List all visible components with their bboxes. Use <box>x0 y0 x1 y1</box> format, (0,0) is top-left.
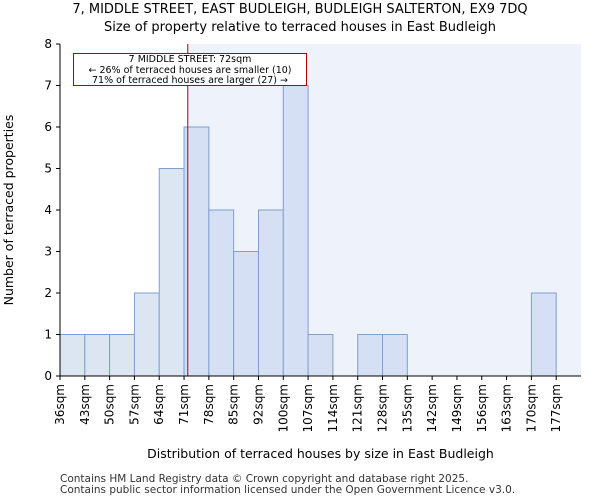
x-tick-label: 170sqm <box>524 384 538 432</box>
bar-64sqm <box>158 168 185 377</box>
y-tick-label: 7 <box>44 79 52 93</box>
footer-copyright: Contains HM Land Registry data © Crown c… <box>60 473 469 485</box>
x-tick-label: 100sqm <box>276 384 290 432</box>
bar-57sqm <box>133 292 160 377</box>
y-tick-label: 1 <box>44 328 52 342</box>
x-tick-label: 50sqm <box>103 384 117 425</box>
chart-subtitle: Size of property relative to terraced ho… <box>103 20 497 35</box>
bar-36sqm <box>59 334 86 377</box>
y-tick-label: 2 <box>44 286 52 300</box>
x-tick-label: 64sqm <box>152 384 166 425</box>
annotation-line-2: ← 26% of terraced houses are smaller (10… <box>88 64 292 76</box>
x-tick-label: 43sqm <box>78 384 92 425</box>
bar-100sqm <box>282 85 309 377</box>
bar-128sqm <box>382 334 408 377</box>
x-tick-label: 57sqm <box>127 384 141 425</box>
y-tick-label: 4 <box>44 203 52 217</box>
x-tick-label: 36sqm <box>53 384 67 425</box>
y-axis-title: Number of terraced properties <box>1 115 16 306</box>
x-tick-label: 163sqm <box>500 384 514 432</box>
bar-78sqm <box>208 209 235 377</box>
x-tick-label: 128sqm <box>376 384 390 432</box>
y-tick-label: 0 <box>44 369 52 383</box>
x-tick-label: 71sqm <box>177 384 191 425</box>
x-tick-label: 177sqm <box>549 384 563 432</box>
y-tick-label: 5 <box>44 162 52 176</box>
x-tick-label: 78sqm <box>202 384 216 425</box>
footer-licence: Contains public sector information licen… <box>60 484 516 496</box>
x-tick-label: 156sqm <box>475 384 489 432</box>
bar-85sqm <box>233 251 259 377</box>
x-tick-label: 149sqm <box>450 384 464 432</box>
property-annotation: 7 MIDDLE STREET: 72sqm ← 26% of terraced… <box>73 53 307 86</box>
x-tick-label: 114sqm <box>326 384 340 432</box>
bar-50sqm <box>109 334 135 377</box>
chart-title: 7, MIDDLE STREET, EAST BUDLEIGH, BUDLEIG… <box>72 2 528 17</box>
y-tick-label: 6 <box>44 120 52 134</box>
bar-92sqm <box>257 209 284 377</box>
x-tick-label: 135sqm <box>400 384 414 432</box>
bar-121sqm <box>357 334 384 377</box>
annotation-line-3: 71% of terraced houses are larger (27) → <box>92 75 288 86</box>
x-tick-label: 92sqm <box>251 384 265 425</box>
bar-170sqm <box>530 292 557 377</box>
x-tick-label: 85sqm <box>227 384 241 425</box>
bar-43sqm <box>84 334 111 377</box>
y-tick-label: 3 <box>44 245 52 259</box>
y-tick-label: 8 <box>44 37 52 51</box>
annotation-line-1: 7 MIDDLE STREET: 72sqm <box>128 54 252 65</box>
x-axis-title: Distribution of terraced houses by size … <box>147 446 494 461</box>
x-tick-label: 121sqm <box>351 384 365 432</box>
bar-107sqm <box>307 334 334 377</box>
x-tick-label: 142sqm <box>425 384 439 432</box>
x-tick-label: 107sqm <box>301 384 315 432</box>
